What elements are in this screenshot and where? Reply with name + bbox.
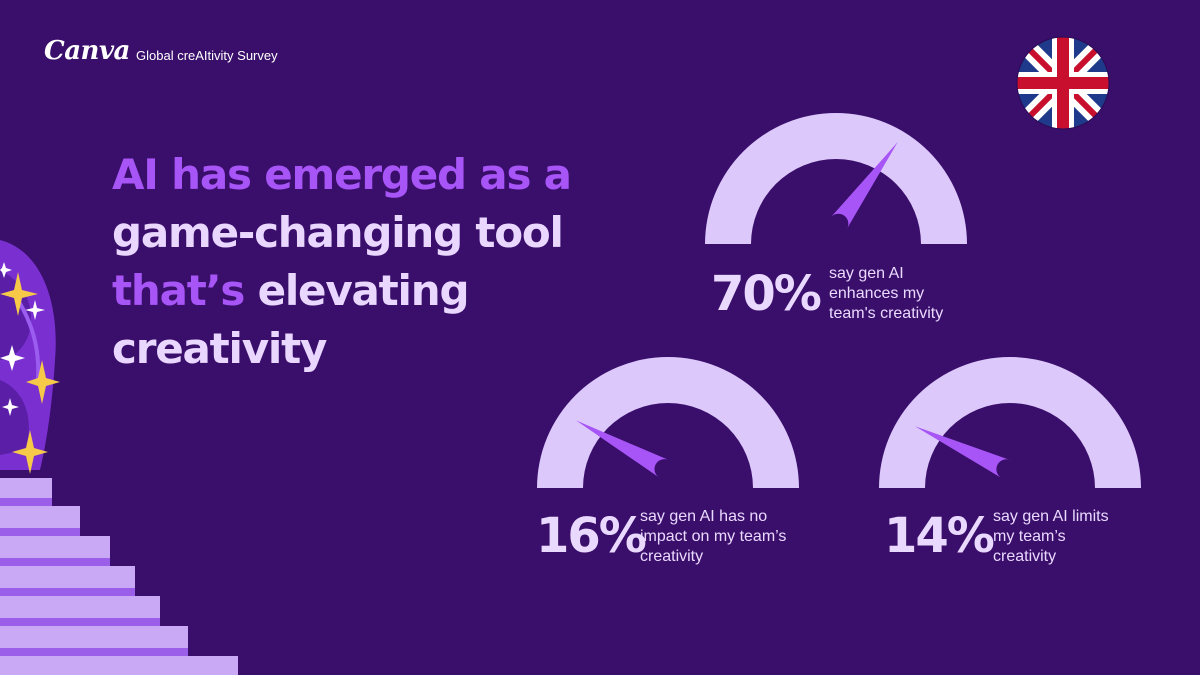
desc-line: team's creativity: [829, 305, 944, 322]
headline-line-1: AI has emerged as a: [112, 150, 572, 199]
headline-line-2: game-changing tool: [112, 208, 564, 257]
desc-line: impact on my team’s: [640, 528, 787, 545]
stat-enhances-value: 70%: [711, 266, 822, 322]
gauge-no-impact: [537, 357, 799, 488]
staircase-sparkles-illustration: [0, 240, 238, 675]
gauge-track: [537, 357, 799, 488]
gauge-track: [879, 357, 1141, 488]
union-jack-flag-icon: [1016, 36, 1110, 130]
stat-limits-value: 14%: [884, 508, 995, 564]
gauge-needle-enhances: [830, 142, 898, 230]
desc-line: enhances my: [829, 285, 925, 302]
headline-line-3-rest: elevating: [244, 266, 470, 315]
gauge-limits: [879, 357, 1141, 488]
gauge-track: [705, 113, 967, 244]
canva-logo: Canva: [44, 36, 130, 66]
desc-line: say gen AI has no: [640, 508, 768, 525]
desc-line: say gen AI limits: [993, 508, 1109, 525]
gauge-needle-no-impact: [575, 420, 670, 478]
stat-no-impact-value: 16%: [536, 508, 647, 564]
stat-enhances-description: say gen AI enhances my team's creativity: [829, 264, 1019, 324]
desc-line: my team’s: [993, 528, 1066, 545]
stat-no-impact-description: say gen AI has no impact on my team’s cr…: [640, 507, 830, 567]
desc-line: creativity: [993, 548, 1057, 565]
headline: AI has emerged as a game-changing tool t…: [112, 146, 632, 378]
survey-name: Global creAItivity Survey: [136, 48, 278, 63]
desc-line: say gen AI: [829, 265, 904, 282]
headline-line-4: creativity: [112, 324, 327, 373]
desc-line: creativity: [640, 548, 704, 565]
gauge-enhances: [705, 113, 967, 244]
gauge-needle-limits: [914, 426, 1011, 479]
headline-accent-word: that’s: [112, 266, 245, 315]
stat-limits-description: say gen AI limits my team’s creativity: [993, 507, 1183, 567]
headline-line-3: that’s elevating: [112, 262, 632, 320]
